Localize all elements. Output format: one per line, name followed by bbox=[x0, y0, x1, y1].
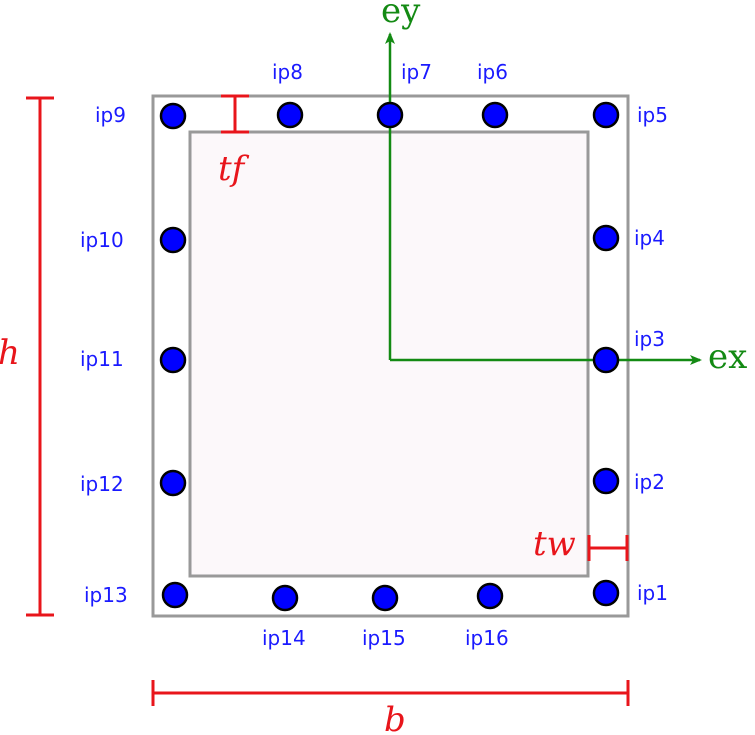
ip15-point bbox=[371, 584, 399, 612]
width-dimension bbox=[151, 680, 630, 706]
ip13-point bbox=[161, 581, 189, 609]
ip16-point bbox=[476, 582, 504, 610]
web-thickness-label: tw bbox=[533, 524, 576, 564]
integration-points bbox=[159, 101, 620, 612]
ip4-label: ip4 bbox=[634, 226, 665, 250]
ip13-label: ip13 bbox=[84, 583, 128, 607]
ip5-point bbox=[592, 101, 620, 129]
ip14-point bbox=[271, 584, 299, 612]
ip6-point bbox=[481, 101, 509, 129]
ip15-label: ip15 bbox=[362, 626, 406, 650]
ip3-label: ip3 bbox=[634, 327, 665, 351]
ip5-label: ip5 bbox=[637, 103, 668, 127]
ip8-point bbox=[276, 101, 304, 129]
ey-axis-label: ey bbox=[381, 0, 421, 31]
ip3-point bbox=[592, 346, 620, 374]
ip12-point bbox=[159, 469, 187, 497]
ip12-label: ip12 bbox=[80, 472, 124, 496]
ip14-label: ip14 bbox=[262, 626, 306, 650]
ex-axis-label: ex bbox=[708, 337, 747, 377]
ip11-label: ip11 bbox=[80, 347, 124, 371]
ip6-label: ip6 bbox=[477, 60, 508, 84]
ip4-point bbox=[592, 224, 620, 252]
ip8-label: ip8 bbox=[272, 60, 303, 84]
ip9-label: ip9 bbox=[95, 103, 126, 127]
ip7-point bbox=[376, 101, 404, 129]
ip7-label: ip7 bbox=[401, 60, 432, 84]
height-label: h bbox=[0, 333, 20, 373]
web-thickness-dimension bbox=[587, 535, 629, 561]
flange-thickness-dimension bbox=[221, 94, 249, 134]
height-dimension bbox=[26, 96, 54, 617]
ip10-label: ip10 bbox=[80, 228, 124, 252]
ip2-point bbox=[592, 467, 620, 495]
ip1-point bbox=[592, 579, 620, 607]
ip16-label: ip16 bbox=[465, 626, 509, 650]
ip2-label: ip2 bbox=[634, 470, 665, 494]
width-label: b bbox=[384, 700, 406, 735]
ip1-label: ip1 bbox=[637, 581, 668, 605]
ip11-point bbox=[159, 346, 187, 374]
ip10-point bbox=[159, 226, 187, 254]
ip9-point bbox=[159, 102, 187, 130]
